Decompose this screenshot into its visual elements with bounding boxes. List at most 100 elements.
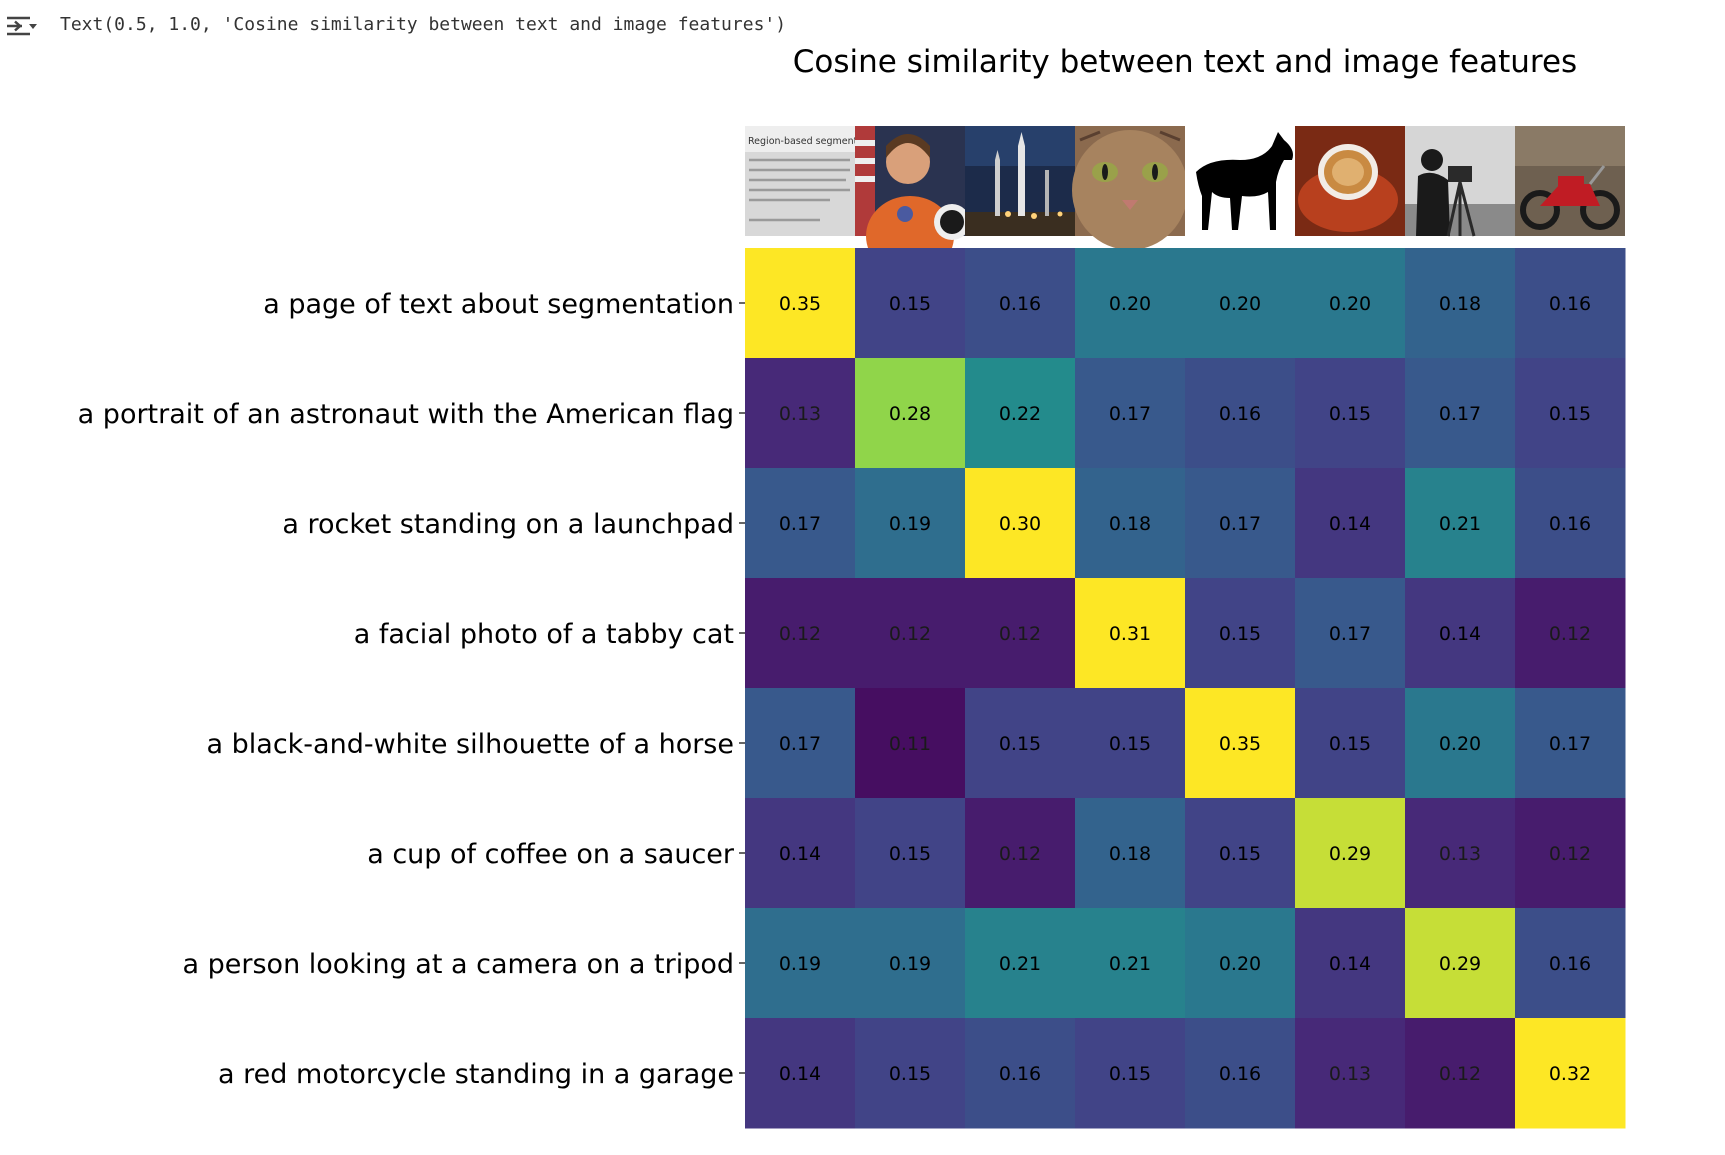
cell-value-label: 0.31 bbox=[1109, 623, 1151, 645]
heatmap-cell bbox=[1185, 578, 1296, 689]
cell-value-label: 0.14 bbox=[779, 843, 821, 865]
heatmap-cell bbox=[745, 248, 856, 359]
heatmap-cell bbox=[1075, 688, 1186, 799]
row-label: a facial photo of a tabby cat bbox=[354, 619, 734, 650]
heatmap-cell bbox=[1295, 358, 1406, 469]
cell-value-label: 0.16 bbox=[1219, 1063, 1261, 1085]
heatmap-cell bbox=[1295, 1018, 1406, 1129]
heatmap-cell bbox=[1185, 688, 1296, 799]
heatmap-cell bbox=[1405, 468, 1516, 579]
cell-value-label: 0.15 bbox=[1549, 403, 1591, 425]
heatmap-cell bbox=[1075, 358, 1186, 469]
cell-value-label: 0.21 bbox=[1439, 513, 1481, 535]
heatmap-cells: 0.35 0.15 0.16 0.20 0.20 0.20 0.18 0.16 0.13 0.28… bbox=[745, 248, 1626, 1129]
cell-value-label: 0.32 bbox=[1549, 1063, 1591, 1085]
collapse-output-icon[interactable] bbox=[4, 12, 38, 42]
cell-value-label: 0.29 bbox=[1439, 953, 1481, 975]
heatmap-cell bbox=[1405, 248, 1516, 359]
motorcycle-thumbnail bbox=[1515, 126, 1625, 236]
heatmap-cell bbox=[1405, 578, 1516, 689]
heatmap-cell bbox=[1515, 248, 1626, 359]
heatmap-cell bbox=[1295, 578, 1406, 689]
heatmap-cell bbox=[745, 578, 856, 689]
heatmap-cell bbox=[1075, 468, 1186, 579]
heatmap-cell bbox=[1075, 578, 1186, 689]
page-of-text-thumbnail: Region-based segmentation bbox=[745, 126, 881, 236]
heatmap-cell bbox=[1295, 688, 1406, 799]
cell-value-label: 0.16 bbox=[999, 293, 1041, 315]
cell-value-label: 0.14 bbox=[779, 1063, 821, 1085]
cell-value-label: 0.16 bbox=[1219, 403, 1261, 425]
cell-value-label: 0.13 bbox=[779, 403, 821, 425]
heatmap-cell bbox=[855, 578, 966, 689]
heatmap-cell bbox=[1515, 798, 1626, 909]
heatmap-cell bbox=[855, 1018, 966, 1129]
rocket-thumbnail bbox=[965, 126, 1075, 236]
heatmap-cell bbox=[965, 908, 1076, 1019]
heatmap-cell bbox=[745, 798, 856, 909]
cell-value-label: 0.30 bbox=[999, 513, 1041, 535]
cell-value-label: 0.12 bbox=[1439, 1063, 1481, 1085]
cell-value-label: 0.13 bbox=[1439, 843, 1481, 865]
heatmap-cell bbox=[1515, 908, 1626, 1019]
heatmap-cell bbox=[1075, 908, 1186, 1019]
heatmap-cell bbox=[1295, 908, 1406, 1019]
heatmap-cell bbox=[1295, 798, 1406, 909]
cell-value-label: 0.12 bbox=[1549, 623, 1591, 645]
cell-value-label: 0.16 bbox=[999, 1063, 1041, 1085]
heatmap-cell bbox=[1075, 1018, 1186, 1129]
cell-value-label: 0.17 bbox=[1439, 403, 1481, 425]
cell-value-label: 0.17 bbox=[1219, 513, 1261, 535]
cat-thumbnail bbox=[1072, 126, 1188, 250]
heatmap-cell bbox=[1515, 358, 1626, 469]
cell-value-label: 0.22 bbox=[999, 403, 1041, 425]
heatmap-cell bbox=[855, 798, 966, 909]
cell-value-label: 0.20 bbox=[1219, 953, 1261, 975]
row-label: a page of text about segmentation bbox=[263, 289, 734, 320]
cell-value-label: 0.19 bbox=[889, 953, 931, 975]
row-label: a portrait of an astronaut with the Amer… bbox=[78, 399, 734, 430]
heatmap-cell bbox=[855, 248, 966, 359]
heatmap-cell bbox=[1515, 468, 1626, 579]
heatmap-cell bbox=[1075, 248, 1186, 359]
cell-value-label: 0.20 bbox=[1329, 293, 1371, 315]
cell-value-label: 0.19 bbox=[779, 953, 821, 975]
cell-value-label: 0.17 bbox=[779, 733, 821, 755]
cell-value-label: 0.12 bbox=[889, 623, 931, 645]
heatmap-cell bbox=[1405, 908, 1516, 1019]
heatmap-cell bbox=[1185, 248, 1296, 359]
cell-value-label: 0.12 bbox=[779, 623, 821, 645]
heatmap-cell bbox=[965, 358, 1076, 469]
cell-value-label: 0.35 bbox=[779, 293, 821, 315]
horse-thumbnail bbox=[1185, 126, 1295, 236]
cell-value-label: 0.15 bbox=[1329, 733, 1371, 755]
heatmap-cell bbox=[1185, 798, 1296, 909]
cell-value-label: 0.17 bbox=[1549, 733, 1591, 755]
heatmap-cell bbox=[965, 688, 1076, 799]
heatmap-cell bbox=[1185, 358, 1296, 469]
heatmap-cell bbox=[1405, 688, 1516, 799]
cell-value-label: 0.17 bbox=[779, 513, 821, 535]
heatmap-cell bbox=[1075, 798, 1186, 909]
cell-value-label: 0.18 bbox=[1109, 513, 1151, 535]
heatmap-cell bbox=[965, 468, 1076, 579]
cell-value-label: 0.15 bbox=[999, 733, 1041, 755]
cell-value-label: 0.21 bbox=[999, 953, 1041, 975]
cell-value-label: 0.20 bbox=[1109, 293, 1151, 315]
heatmap-cell bbox=[745, 1018, 856, 1129]
heatmap-cell bbox=[745, 358, 856, 469]
cell-value-label: 0.21 bbox=[1109, 953, 1151, 975]
row-label: a person looking at a camera on a tripod bbox=[183, 949, 734, 980]
cell-value-label: 0.19 bbox=[889, 513, 931, 535]
heatmap-cell bbox=[855, 358, 966, 469]
cell-value-label: 0.11 bbox=[889, 733, 931, 755]
chart-title: Cosine similarity between text and image… bbox=[792, 44, 1578, 80]
cell-value-label: 0.16 bbox=[1549, 293, 1591, 315]
heatmap-cell bbox=[965, 578, 1076, 689]
camera-tripod-thumbnail bbox=[1405, 126, 1515, 237]
heatmap-cell bbox=[855, 688, 966, 799]
row-label: a rocket standing on a launchpad bbox=[282, 509, 734, 540]
cell-value-label: 0.15 bbox=[1329, 403, 1371, 425]
cell-value-label: 0.18 bbox=[1109, 843, 1151, 865]
cell-value-label: 0.15 bbox=[1109, 1063, 1151, 1085]
